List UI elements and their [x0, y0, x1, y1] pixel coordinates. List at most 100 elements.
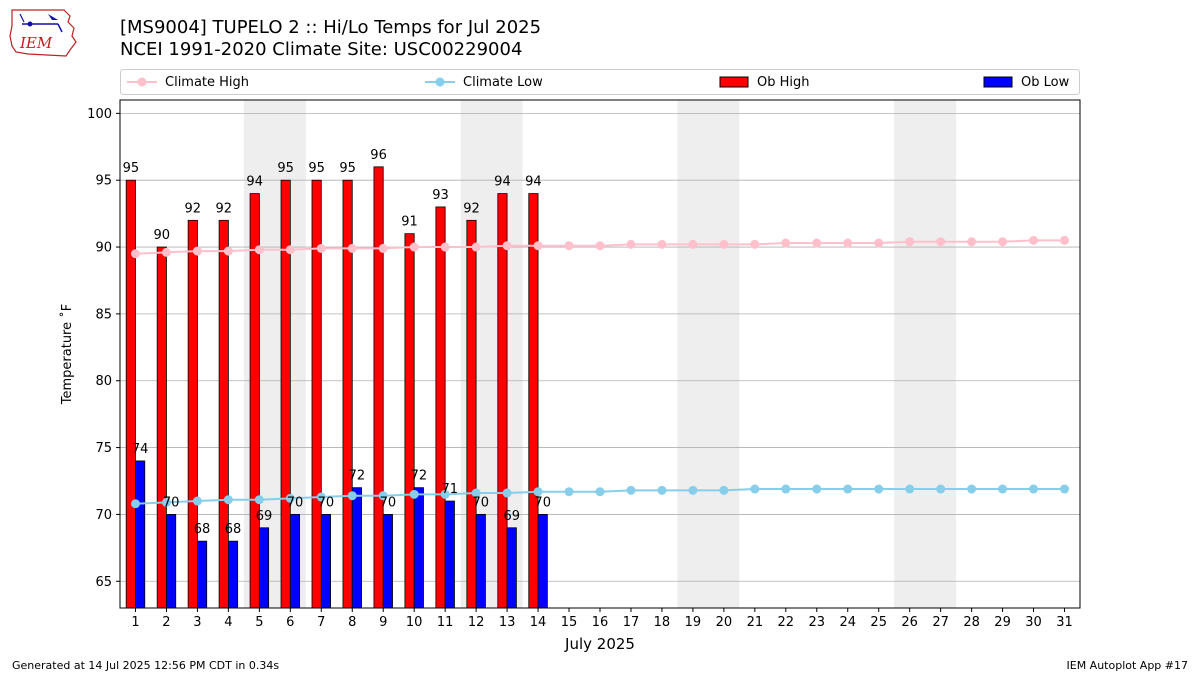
ob-low-bar [258, 527, 270, 609]
climate-low-point [812, 484, 822, 494]
weekend-shade [243, 100, 306, 608]
ob-high-bar [528, 193, 539, 609]
climate-low-point [998, 484, 1008, 494]
x-tick-label: 21 [747, 615, 764, 630]
x-tick-label: 24 [839, 615, 856, 630]
x-tick-label: 25 [870, 615, 887, 630]
ob-high-bar [311, 179, 322, 609]
climate-low-point [905, 484, 915, 494]
y-tick-label: 70 [95, 508, 112, 523]
ob-high-bar [435, 206, 446, 609]
x-tick-label: 31 [1056, 615, 1073, 630]
climate-low-point [471, 488, 481, 498]
x-tick-label: 27 [932, 615, 949, 630]
climate-high-line [135, 239, 1065, 255]
ob-low-bar [382, 514, 393, 609]
climate-low-point [719, 485, 729, 495]
x-tick-label: 12 [468, 615, 485, 630]
x-tick-label: 20 [716, 615, 733, 630]
ob-low-label: 70 [318, 495, 335, 510]
footer-app-text: IEM Autoplot App #17 [1066, 659, 1189, 672]
y-axis-label: Temperature ˚F [59, 304, 75, 405]
climate-high-point [998, 237, 1008, 247]
ob-low-label: 69 [256, 509, 273, 524]
x-tick-label: 16 [592, 615, 609, 630]
climate-high-point [471, 242, 481, 252]
ob-low-label: 72 [349, 469, 366, 484]
y-tick-label: 90 [95, 241, 112, 256]
ob-high-label: 95 [123, 161, 140, 176]
svg-text:IEM: IEM [19, 34, 53, 52]
ob-low-bar [227, 540, 239, 609]
ob-high-label: 96 [370, 148, 387, 163]
iem-logo: IEM [9, 9, 77, 57]
x-tick-label: 30 [1025, 615, 1042, 630]
climate-low-point [409, 489, 419, 499]
y-tick-label: 95 [95, 174, 112, 189]
climate-low-point [843, 484, 853, 494]
ob-low-label: 70 [473, 495, 490, 510]
climate-low-point [378, 491, 388, 501]
x-tick-label: 28 [963, 615, 980, 630]
x-tick-label: 22 [778, 615, 795, 630]
climate-low-point [285, 493, 295, 503]
legend: Climate High Climate Low Ob High Ob Low [120, 69, 1080, 95]
ob-high-label: 95 [308, 161, 325, 176]
x-tick-label: 15 [561, 615, 578, 630]
climate-high-point [533, 241, 543, 251]
ob-low-label: 70 [163, 495, 180, 510]
climate-high-point [285, 245, 295, 255]
climate-high-point [781, 238, 791, 248]
climate-high-point [192, 246, 202, 256]
climate-high-point [564, 241, 574, 251]
climate-high-point [409, 242, 419, 252]
climate-low-point [130, 499, 140, 509]
ob-high-label: 92 [463, 201, 480, 216]
ob-high-bar [373, 166, 384, 609]
climate-low-line [135, 488, 1065, 505]
legend-ob-high-label: Ob High [757, 74, 810, 90]
ob-high-label: 94 [246, 175, 263, 190]
ob-high-bar [249, 193, 260, 609]
ob-low-swatch-icon [983, 76, 1013, 88]
climate-low-point [688, 485, 698, 495]
climate-low-point [316, 492, 326, 502]
climate-low-point [967, 484, 977, 494]
ob-high-bar [187, 219, 198, 609]
x-tick-label: 19 [685, 615, 702, 630]
ob-low-label: 70 [380, 495, 397, 510]
ob-low-bar [506, 527, 517, 609]
ob-low-bar [289, 514, 301, 609]
climate-low-point [440, 489, 450, 499]
x-tick-label: 3 [193, 615, 201, 630]
legend-ob-low-label: Ob Low [1021, 74, 1070, 90]
climate-low-point [254, 495, 264, 505]
climate-low-point [595, 487, 605, 497]
climate-low-point [936, 484, 946, 494]
ob-high-label: 95 [339, 161, 356, 176]
climate-high-point [254, 245, 264, 255]
climate-low-point [161, 497, 171, 507]
y-tick-label: 100 [87, 107, 112, 122]
climate-high-point [719, 239, 729, 249]
climate-high-point [843, 238, 853, 248]
legend-ob-high: Ob High [719, 70, 810, 94]
weekend-shade [677, 100, 740, 608]
ob-low-label: 74 [132, 442, 149, 457]
climate-high-point [130, 249, 140, 259]
ob-high-bar [156, 246, 167, 609]
chart-title: [MS9004] TUPELO 2 :: Hi/Lo Temps for Jul… [120, 17, 542, 38]
legend-climate-high-label: Climate High [165, 74, 250, 90]
climate-high-point [1060, 235, 1070, 245]
x-tick-label: 5 [255, 615, 263, 630]
x-tick-label: 4 [224, 615, 232, 630]
x-tick-label: 2 [162, 615, 170, 630]
chart-subtitle: NCEI 1991-2020 Climate Site: USC00229004 [120, 39, 523, 60]
ob-high-bar [497, 193, 508, 609]
x-tick-label: 8 [348, 615, 356, 630]
climate-high-point [316, 243, 326, 253]
ob-low-bar [413, 487, 424, 609]
x-tick-label: 29 [994, 615, 1011, 630]
climate-high-point [688, 239, 698, 249]
